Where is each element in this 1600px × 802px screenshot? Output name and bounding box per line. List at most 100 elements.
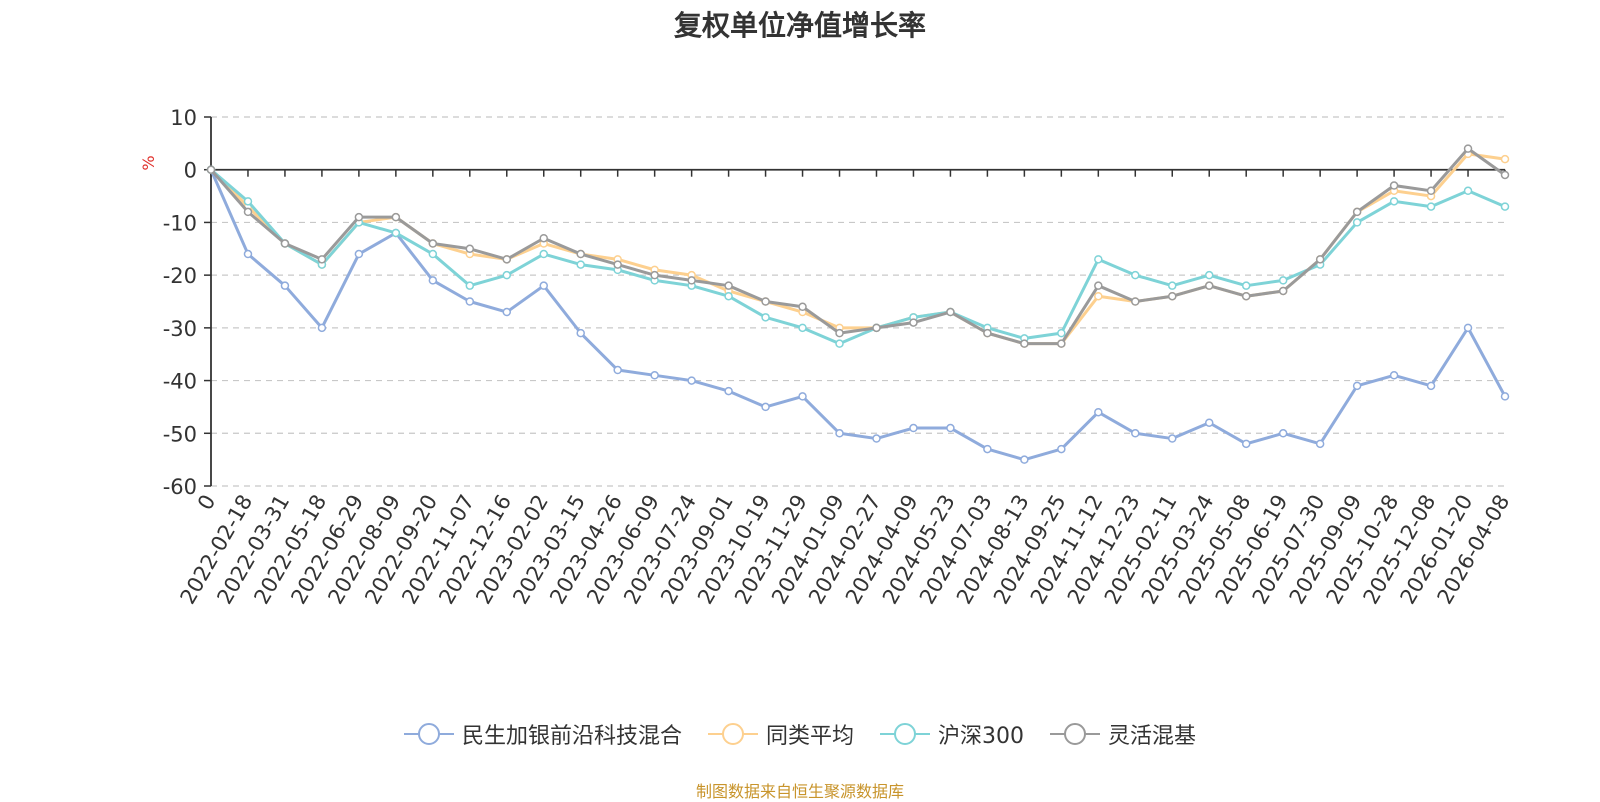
source-note: 制图数据来自恒生聚源数据库	[695, 782, 904, 801]
data-point	[1352, 381, 1362, 391]
legend-swatch-icon	[707, 723, 758, 745]
data-point	[687, 376, 696, 385]
data-point	[946, 423, 955, 433]
series-line	[209, 169, 1507, 462]
legend: 民生加银前沿科技混合 同类平均 沪深300 灵活混基	[0, 718, 1600, 750]
y-tick-label: 10	[170, 106, 197, 130]
data-point	[983, 328, 992, 338]
data-point	[1500, 170, 1510, 180]
data-point	[1168, 281, 1177, 290]
data-point	[1315, 439, 1325, 449]
data-point	[243, 197, 253, 206]
axes	[204, 116, 1506, 487]
data-point	[428, 276, 438, 285]
data-point	[761, 402, 770, 412]
data-point	[502, 255, 512, 264]
data-point	[1057, 339, 1066, 348]
data-point	[1131, 270, 1140, 280]
data-point	[909, 423, 918, 433]
data-point	[1241, 291, 1251, 301]
tick-labels: 100-10-20-30-40-50-6002022-02-182022-03-…	[163, 106, 1515, 608]
data-point	[1389, 181, 1399, 190]
data-point	[1057, 444, 1066, 454]
y-tick-label: -60	[163, 475, 197, 499]
data-point	[724, 281, 733, 290]
series-line	[209, 147, 1506, 346]
data-point	[1168, 291, 1177, 301]
data-point	[724, 291, 733, 301]
y-tick-label: -30	[163, 317, 197, 341]
legend-swatch-icon	[880, 723, 930, 745]
data-point	[465, 297, 475, 306]
data-point	[724, 386, 733, 396]
data-point	[502, 270, 512, 280]
data-point	[539, 233, 548, 243]
chart-title: 复权单位净值增长率	[673, 9, 926, 42]
legend-label: 灵活混基	[1108, 724, 1197, 749]
data-point	[1315, 255, 1325, 264]
data-point	[576, 328, 585, 338]
data-point	[798, 323, 807, 333]
data-point	[761, 313, 770, 322]
data-point	[1426, 381, 1436, 391]
grid-lines	[211, 116, 1505, 487]
data-point	[1131, 429, 1140, 438]
data-point	[280, 239, 290, 248]
y-tick-label: -40	[163, 370, 197, 394]
data-point	[280, 281, 290, 290]
data-point	[428, 249, 438, 259]
data-point	[1389, 197, 1399, 206]
data-point	[1241, 281, 1251, 290]
data-point	[576, 260, 585, 269]
data-point	[687, 276, 696, 285]
data-point	[1463, 323, 1473, 333]
data-point	[354, 249, 364, 259]
data-point	[317, 255, 327, 264]
legend-swatch-icon	[1050, 723, 1100, 745]
data-point	[1241, 439, 1251, 449]
data-point	[539, 281, 548, 290]
data-point	[1426, 186, 1436, 196]
data-point	[1094, 291, 1103, 301]
data-point	[354, 212, 364, 222]
data-point	[1500, 392, 1510, 401]
data-point	[1500, 202, 1510, 211]
legend-label: 民生加银前沿科技混合	[461, 724, 682, 749]
data-point	[317, 323, 327, 333]
legend-item[interactable]: 同类平均	[707, 718, 854, 750]
y-tick-label: 0	[184, 159, 197, 183]
y-tick-label: -20	[163, 264, 197, 288]
data-point	[1094, 281, 1103, 290]
data-point	[576, 249, 585, 259]
data-point	[946, 307, 955, 317]
data-point	[1057, 328, 1066, 338]
data-point	[1020, 455, 1029, 464]
data-point	[1278, 286, 1288, 296]
data-point	[798, 392, 807, 401]
legend-item[interactable]: 民生加银前沿科技混合	[403, 718, 682, 750]
series-lines	[206, 144, 1510, 464]
data-point	[1426, 202, 1436, 211]
legend-item[interactable]: 灵活混基	[1050, 718, 1196, 750]
legend-label: 沪深300	[938, 724, 1024, 749]
series-line	[210, 168, 1506, 346]
series-group	[206, 144, 1510, 348]
data-point	[872, 323, 881, 333]
data-point	[391, 228, 401, 238]
data-point	[909, 318, 918, 327]
legend-label: 同类平均	[765, 724, 854, 749]
data-point	[1389, 371, 1399, 380]
data-point	[539, 249, 548, 259]
data-point	[1463, 186, 1473, 196]
data-point	[1500, 154, 1510, 164]
data-point	[1094, 255, 1103, 264]
data-point	[391, 212, 401, 222]
data-point	[798, 302, 807, 312]
data-point	[1020, 339, 1029, 348]
legend-item[interactable]: 沪深300	[880, 718, 1024, 750]
data-point	[872, 434, 881, 443]
data-point	[1094, 407, 1103, 417]
data-point	[428, 239, 438, 248]
data-point	[761, 297, 770, 306]
